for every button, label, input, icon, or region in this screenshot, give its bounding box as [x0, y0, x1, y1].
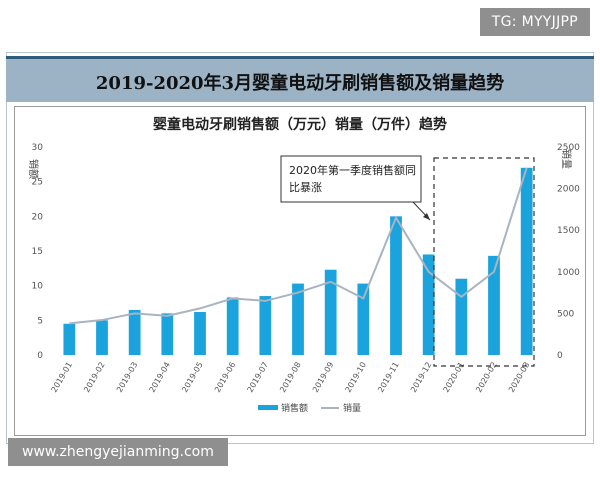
annotation-box	[280, 155, 422, 203]
annotation-callout: 2020年第一季度销售额同 比暴涨	[280, 155, 431, 221]
annotation-arrow-head	[423, 213, 430, 220]
legend-label-volume: 销量	[343, 402, 361, 414]
annotation-text-line1: 2020年第一季度销售额同	[289, 163, 416, 177]
bar-sales	[259, 296, 272, 355]
y-right-tick-label: 1000	[557, 268, 580, 278]
x-tick-label: 2019-11	[376, 361, 401, 394]
y-left-tick-label: 30	[32, 143, 44, 153]
annotation-text-line2: 比暴涨	[289, 181, 322, 194]
y-left-tick-label: 25	[32, 178, 43, 188]
x-tick-label: 2019-12	[409, 361, 434, 394]
bar-sales	[488, 255, 500, 355]
x-tick-label: 2019-07	[246, 361, 271, 394]
x-tick-label: 2019-08	[278, 361, 303, 394]
x-tick-label: 2020-03	[507, 361, 532, 394]
line-volume	[69, 167, 528, 325]
x-tick-label: 2019-03	[115, 361, 140, 394]
y-right-tick-label: 2000	[557, 185, 580, 195]
y-right-tick-label: 2500	[557, 143, 580, 153]
bar-sales	[520, 167, 533, 355]
legend-swatch-sales	[258, 405, 278, 410]
bar-sales	[194, 312, 206, 355]
chart-svg: 婴童电动牙刷销售额（万元）销量（万件）趋势 销额 销量 0 5 10 15 20 25 30…	[27, 116, 580, 414]
x-tick-label: 2019-01	[50, 361, 75, 394]
title-banner: 2019-2020年3月婴童电动牙刷销售额及销量趋势	[6, 56, 594, 102]
bar-sales	[226, 297, 239, 355]
bar-sales	[96, 320, 108, 355]
x-tick-label: 2019-04	[148, 361, 173, 394]
x-tick-label: 2019-09	[311, 361, 336, 394]
x-tick-label: 2019-02	[82, 361, 107, 394]
y-left-tick-label: 20	[32, 212, 44, 222]
chart-title: 婴童电动牙刷销售额（万元）销量（万件）趋势	[153, 116, 447, 133]
y-axis-right-label: 销量	[560, 149, 573, 169]
y-axis-left-label: 销额	[27, 159, 40, 179]
y-right-tick-label: 500	[557, 309, 574, 319]
highlight-dashed-box	[433, 157, 535, 367]
bar-sales	[357, 283, 370, 355]
y-left-tick-label: 5	[37, 316, 43, 326]
y-left-tick-label: 10	[32, 282, 44, 292]
watermark-url: www.zhengyejianming.com	[8, 438, 228, 466]
bar-sales	[390, 216, 402, 355]
bar-sales	[161, 313, 174, 355]
chart-panel: 婴童电动牙刷销售额（万元）销量（万件）趋势 销额 销量 0 5 10 15 20 25 30…	[14, 106, 586, 436]
bar-sales	[292, 283, 304, 355]
bar-sales	[455, 278, 468, 355]
y-left-tick-label: 0	[37, 351, 43, 361]
y-right-tick-label: 1500	[557, 226, 580, 236]
x-tick-label: 2019-10	[344, 361, 369, 394]
x-tick-label: 2019-06	[213, 361, 238, 394]
y-right-tick-label: 0	[557, 351, 563, 361]
legend-label-sales: 销售额	[281, 402, 308, 414]
bar-sales	[63, 323, 76, 355]
top-tag: TG: MYYJJPP	[479, 8, 590, 36]
banner-title: 2019-2020年3月婴童电动牙刷销售额及销量趋势	[95, 73, 505, 94]
legend: 销售额 销量	[258, 402, 361, 414]
x-tick-label: 2019-05	[180, 361, 205, 394]
bar-sales	[422, 254, 435, 355]
bar-sales	[128, 309, 141, 355]
y-left-tick-label: 15	[32, 247, 43, 257]
bar-sales	[324, 269, 337, 355]
